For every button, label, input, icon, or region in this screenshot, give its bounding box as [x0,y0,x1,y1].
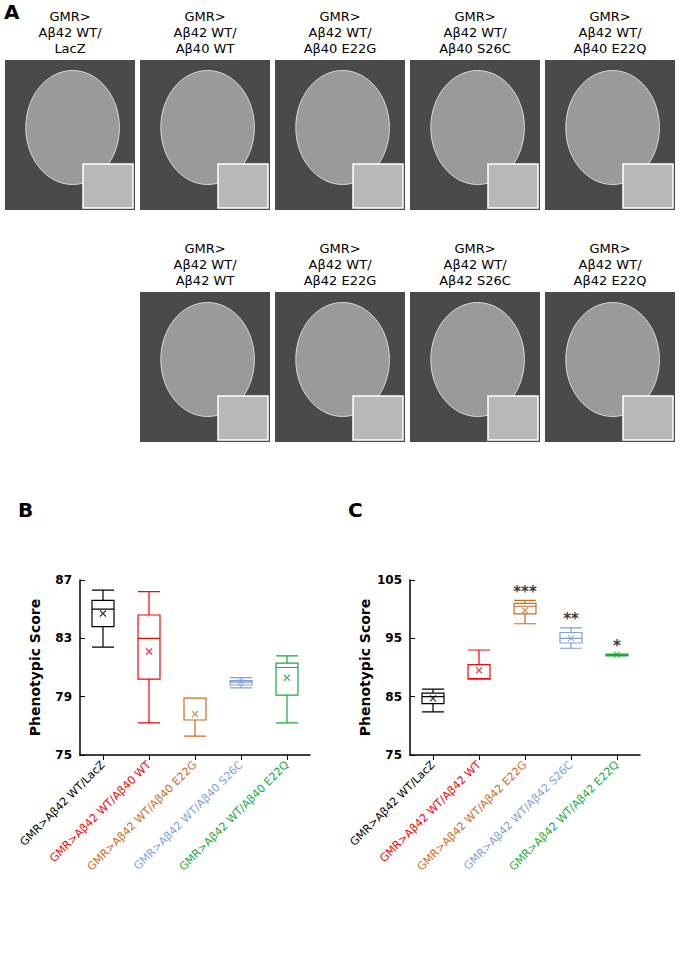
svg-text:Aβ40 E22G: Aβ40 E22G [304,41,377,56]
svg-text:GMR>Aβ42 WT/LacZ: GMR>Aβ42 WT/LacZ [347,758,437,848]
svg-text:GMR>Aβ42 WT/Aβ42 E22G: GMR>Aβ42 WT/Aβ42 E22G [414,758,530,874]
svg-text:87: 87 [55,573,72,587]
svg-text:Aβ42 WT/: Aβ42 WT/ [173,25,237,40]
svg-text:GMR>: GMR> [589,9,630,24]
svg-text:Aβ40 S26C: Aβ40 S26C [439,41,511,56]
svg-text:105: 105 [377,573,402,587]
svg-text:**: ** [563,610,579,628]
svg-text:GMR>: GMR> [49,9,90,24]
svg-text:Aβ40 E22Q: Aβ40 E22Q [574,41,647,56]
svg-text:GMR>Aβ42 WT/Aβ42 WT: GMR>Aβ42 WT/Aβ42 WT [377,758,484,865]
svg-text:GMR>Aβ42 WT/Aβ42 S26C: GMR>Aβ42 WT/Aβ42 S26C [461,758,576,873]
svg-text:GMR>: GMR> [184,9,225,24]
svg-text:LacZ: LacZ [54,41,85,56]
svg-text:B: B [18,498,33,522]
svg-text:Aβ42 WT/: Aβ42 WT/ [443,257,507,272]
svg-text:GMR>Aβ42 WT/Aβ42 E22Q: GMR>Aβ42 WT/Aβ42 E22Q [507,758,622,873]
svg-text:GMR>Aβ42 WT/Aβ40 E22G: GMR>Aβ42 WT/Aβ40 E22G [84,758,200,874]
svg-text:79: 79 [55,690,72,704]
svg-text:Aβ42 E22G: Aβ42 E22G [304,273,377,288]
svg-text:GMR>Aβ42 WT/Aβ40 WT: GMR>Aβ42 WT/Aβ40 WT [47,758,154,865]
svg-text:Aβ42 WT/: Aβ42 WT/ [443,25,507,40]
svg-text:***: *** [513,583,537,601]
svg-text:Aβ42 S26C: Aβ42 S26C [439,273,511,288]
svg-text:Aβ42 WT/: Aβ42 WT/ [173,257,237,272]
svg-text:C: C [348,498,363,522]
svg-text:Aβ42 WT/: Aβ42 WT/ [308,257,372,272]
svg-text:85: 85 [385,690,402,704]
svg-text:83: 83 [55,631,72,645]
svg-text:Aβ42 WT/: Aβ42 WT/ [38,25,102,40]
svg-text:GMR>: GMR> [319,241,360,256]
svg-text:Aβ40 WT: Aβ40 WT [176,41,235,56]
svg-text:GMR>: GMR> [454,241,495,256]
svg-text:GMR>: GMR> [589,241,630,256]
svg-text:Phenotypic Score: Phenotypic Score [27,599,43,737]
svg-text:Aβ42 WT/: Aβ42 WT/ [308,25,372,40]
svg-text:GMR>Aβ42 WT/Aβ40 E22Q: GMR>Aβ42 WT/Aβ40 E22Q [177,758,292,873]
svg-text:GMR>: GMR> [184,241,225,256]
svg-text:75: 75 [385,748,402,762]
svg-text:GMR>Aβ42 WT/LacZ: GMR>Aβ42 WT/LacZ [17,758,107,848]
svg-text:GMR>Aβ42 WT/Aβ40 S26C: GMR>Aβ42 WT/Aβ40 S26C [131,758,246,873]
svg-text:Aβ42 WT/: Aβ42 WT/ [578,25,642,40]
svg-text:GMR>: GMR> [454,9,495,24]
svg-text:Aβ42 WT/: Aβ42 WT/ [578,257,642,272]
svg-text:95: 95 [385,631,402,645]
svg-text:75: 75 [55,748,72,762]
svg-text:Aβ42 WT: Aβ42 WT [176,273,235,288]
svg-text:*: * [613,637,621,655]
svg-text:Aβ42 E22Q: Aβ42 E22Q [574,273,647,288]
svg-text:GMR>: GMR> [319,9,360,24]
svg-text:Phenotypic Score: Phenotypic Score [357,599,373,737]
svg-text:A: A [4,0,20,24]
